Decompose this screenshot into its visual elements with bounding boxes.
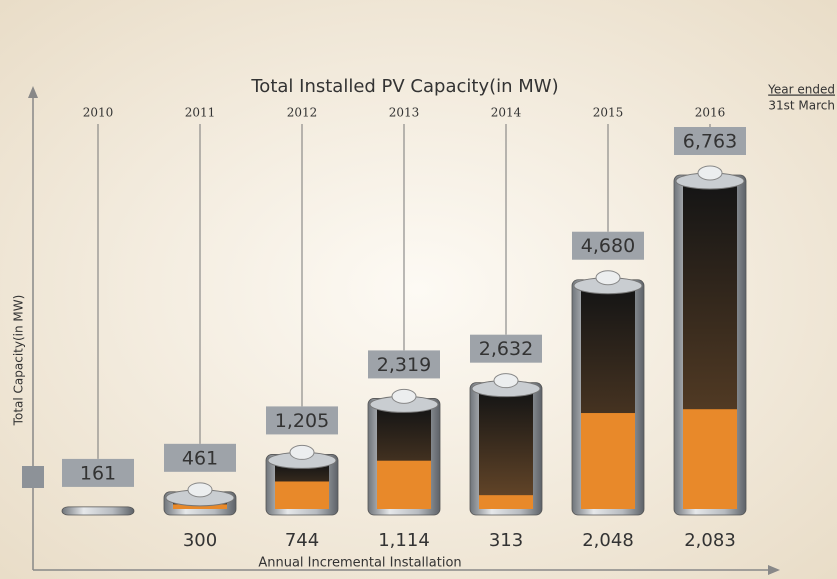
increment-fill	[173, 504, 227, 509]
increment-fill	[377, 460, 431, 509]
increment-label: 744	[285, 530, 319, 551]
x-tick-label: 2014	[491, 106, 522, 120]
increment-fill	[479, 495, 533, 509]
label-box	[368, 350, 440, 379]
y-arrow	[28, 86, 38, 98]
increment-label: 2,083	[684, 530, 736, 551]
increment-fill	[581, 413, 635, 509]
battery-terminal	[289, 444, 315, 460]
x-tick-label: 2012	[287, 106, 318, 120]
increment-label: 300	[183, 530, 217, 551]
x-axis-label: Annual Incremental Installation	[258, 556, 461, 571]
increment-label: 1,114	[378, 530, 430, 551]
label-box	[164, 443, 236, 472]
battery	[61, 506, 135, 516]
value-label: 461	[182, 447, 218, 469]
label-box	[62, 458, 134, 487]
increment-fill	[275, 481, 329, 509]
increment-fill	[683, 409, 737, 509]
label-box	[572, 231, 644, 260]
value-label: 161	[80, 462, 116, 484]
x-tick-label: 2013	[389, 106, 420, 120]
note: Year ended	[767, 83, 835, 97]
chart-title: Total Installed PV Capacity(in MW)	[250, 76, 558, 97]
x-tick-label: 2015	[593, 106, 624, 120]
legend-swatch	[22, 466, 44, 488]
increment-label: 2,048	[582, 530, 634, 551]
value-label: 2,632	[479, 338, 533, 360]
note: 31st March	[768, 99, 835, 113]
battery-terminal	[595, 270, 621, 286]
battery-terminal	[391, 388, 417, 404]
x-tick-label: 2010	[83, 106, 114, 120]
battery-core	[479, 392, 533, 509]
x-tick-label: 2011	[185, 106, 216, 120]
y-axis-label: Total Capacity(in MW)	[12, 295, 26, 427]
label-box	[470, 334, 542, 363]
value-label: 6,763	[683, 131, 737, 153]
battery-terminal	[697, 165, 723, 181]
label-box	[266, 406, 338, 435]
value-label: 2,319	[377, 354, 431, 376]
value-label: 1,205	[275, 410, 329, 432]
increment-label: 313	[489, 530, 523, 551]
battery-terminal	[493, 373, 519, 389]
x-tick-label: 2016	[695, 106, 726, 120]
label-box	[674, 127, 746, 155]
battery-terminal	[187, 482, 213, 498]
value-label: 4,680	[581, 235, 635, 257]
x-arrow	[768, 565, 780, 575]
